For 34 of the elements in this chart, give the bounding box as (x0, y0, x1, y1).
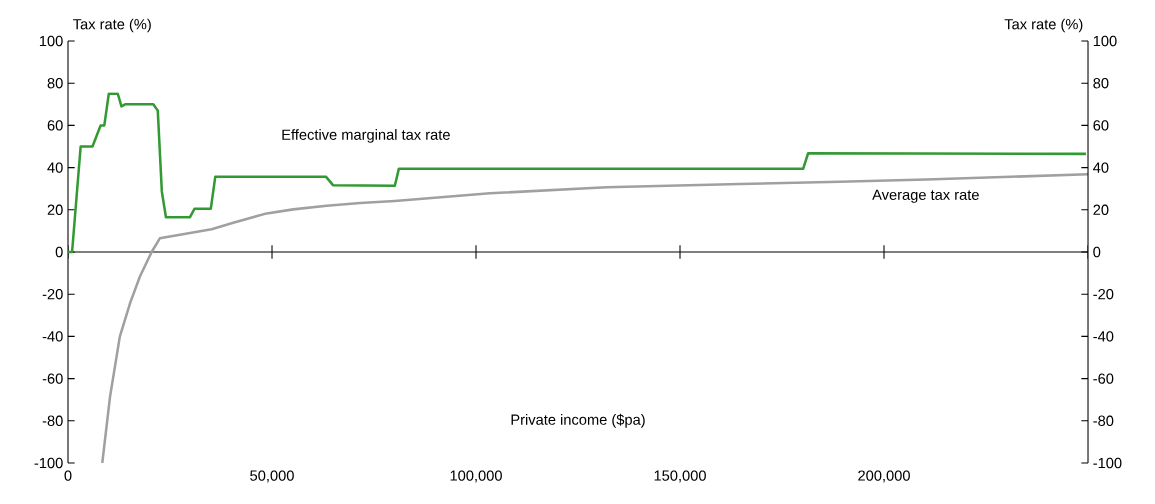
y2-tick-label: -80 (1093, 415, 1114, 426)
y-tick-label: -60 (42, 373, 63, 384)
y2-tick-label: 40 (1093, 162, 1109, 173)
y-tick-label: 60 (47, 120, 63, 131)
y-tick-label: 80 (47, 78, 63, 89)
x-tick-label: 50,000 (250, 470, 294, 483)
x-tick-label: 200,000 (858, 470, 910, 483)
y-tick-label: 0 (55, 246, 63, 258)
y2-tick-label: 80 (1093, 78, 1109, 89)
y2-tick-label: 100 (1093, 35, 1117, 47)
y-tick-label: -40 (42, 331, 63, 342)
y2-tick-label: -20 (1093, 289, 1114, 300)
y2-tick-label: 0 (1093, 246, 1101, 258)
y-tick-label: 40 (47, 162, 63, 173)
y-tick-label: -100 (34, 457, 63, 469)
x-tick-label: 0 (64, 470, 72, 481)
y-tick-label: 100 (39, 35, 63, 47)
x-axis-title: Private income ($pa) (511, 413, 645, 428)
y-tick-label: 20 (47, 204, 63, 215)
y2-tick-label: -40 (1093, 331, 1114, 342)
x-tick-label: 150,000 (654, 470, 706, 483)
y2-axis-title: Tax rate (%) (1004, 18, 1083, 33)
y2-tick-label: -100 (1093, 457, 1122, 469)
x-tick-label: 100,000 (450, 470, 502, 483)
y2-tick-label: 60 (1093, 120, 1109, 131)
annotation: Average tax rate (872, 189, 979, 203)
annotation: Effective marginal tax rate (282, 129, 450, 143)
y2-tick-label: -60 (1093, 373, 1114, 384)
y2-tick-label: 20 (1093, 204, 1109, 215)
line-series (101, 173, 1089, 463)
y-axis-title: Tax rate (%) (73, 18, 151, 33)
y-tick-label: -80 (42, 415, 63, 426)
y-tick-label: -20 (42, 289, 63, 300)
line-series (68, 92, 1088, 254)
